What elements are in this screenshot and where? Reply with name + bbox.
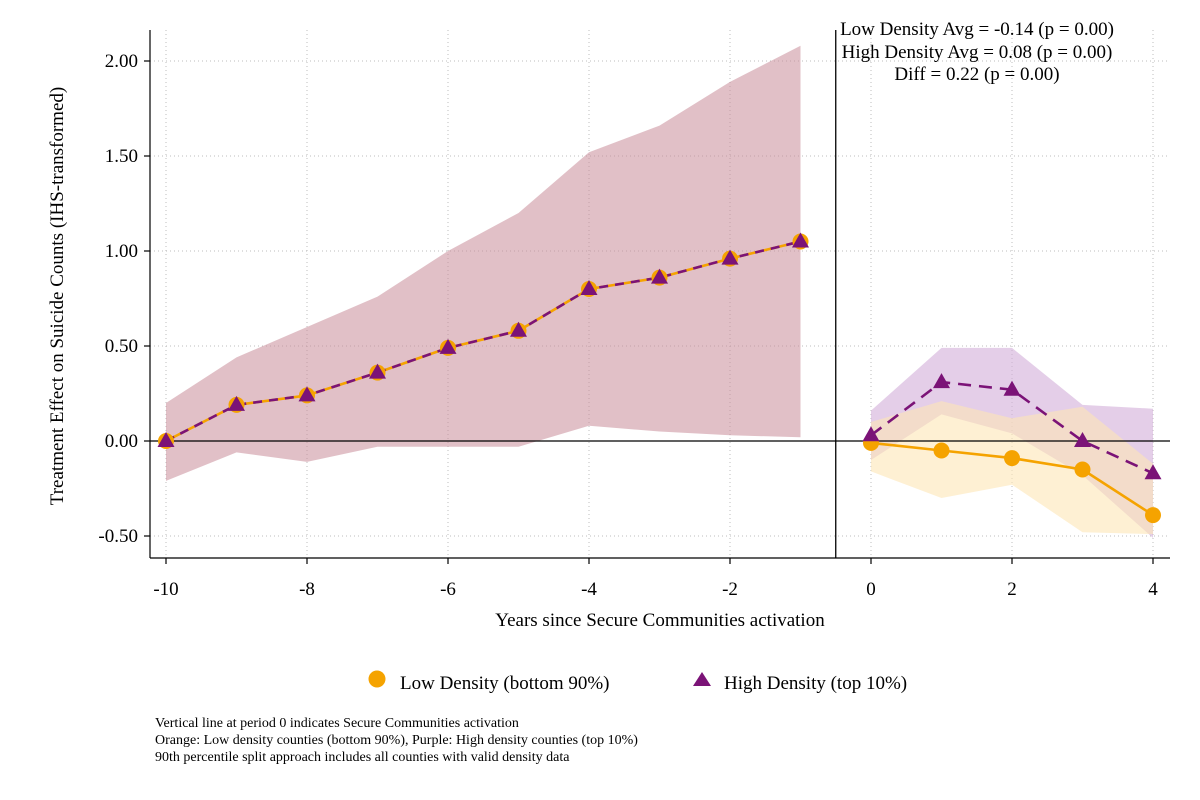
high-density-post-point [1003, 380, 1021, 396]
series-markers [157, 232, 1162, 524]
high-density-pre-point [580, 280, 598, 295]
x-tick-label: 0 [866, 579, 876, 600]
y-tick-label: 2.00 [105, 51, 138, 72]
high-density-pre-point [298, 386, 316, 402]
note-line-1: Vertical line at period 0 indicates Secu… [155, 716, 519, 731]
high-density-pre-point [510, 321, 527, 337]
annotation-high-density-avg: High Density Avg = 0.08 (p = 0.00) [842, 42, 1113, 63]
pre-period-ci-band [166, 45, 801, 481]
legend-high-density-marker [693, 672, 711, 686]
x-tick-label: -8 [299, 579, 315, 600]
x-tick-label: -6 [440, 579, 456, 600]
note-line-2: Orange: Low density counties (bottom 90%… [155, 733, 638, 748]
legend: Low Density (bottom 90%) High Density (t… [368, 670, 907, 694]
legend-high-density-label: High Density (top 10%) [724, 673, 907, 694]
y-tick-label: 1.50 [105, 146, 138, 167]
high-density-pre-point [228, 395, 245, 411]
x-tick-label: 4 [1148, 579, 1158, 600]
confidence-bands [166, 45, 1153, 538]
annotation-diff: Diff = 0.22 (p = 0.00) [894, 64, 1059, 85]
low-density-post-point [1074, 461, 1091, 478]
legend-low-density-label: Low Density (bottom 90%) [400, 673, 610, 694]
stats-annotation: Low Density Avg = -0.14 (p = 0.00) High … [840, 19, 1114, 85]
y-tick-label: 1.00 [105, 241, 138, 262]
high-density-pre-point [369, 363, 386, 379]
x-tick-label: -4 [581, 579, 597, 600]
high-density-post-point [1144, 464, 1162, 480]
y-axis-label: Treatment Effect on Suicide Counts (IHS-… [47, 87, 68, 505]
reference-lines [150, 30, 1170, 558]
high-density-pre-point [651, 268, 668, 284]
y-tick-label: -0.50 [98, 526, 138, 547]
low-density-post-point [1004, 450, 1020, 467]
high-density-pre-point [792, 232, 809, 248]
high-density-pre-point [157, 432, 175, 447]
legend-low-density-marker [368, 670, 386, 688]
note-line-3: 90th percentile split approach includes … [155, 750, 570, 765]
x-tick-label: -2 [722, 579, 738, 600]
low-density-post-point [933, 442, 950, 459]
x-tick-label: -10 [153, 579, 178, 600]
high-density-post-ci-band [871, 347, 1153, 538]
high-density-post-point [933, 373, 950, 389]
high-density-pre-line [165, 240, 801, 443]
x-tick-label: 2 [1007, 579, 1017, 600]
x-axis-label: Years since Secure Communities activatio… [495, 610, 825, 631]
high-density-post-point [1074, 432, 1091, 447]
y-tick-label: 0.50 [105, 336, 138, 357]
axes: -0.50 0.00 0.50 1.00 1.50 2.00 -10 -8 -6 -4 -2 0 2 4 [98, 30, 1170, 600]
high-density-pre-point [439, 338, 457, 354]
high-density-pre-point [721, 249, 739, 265]
annotation-low-density-avg: Low Density Avg = -0.14 (p = 0.00) [840, 19, 1114, 40]
y-tick-label: 0.00 [105, 431, 138, 452]
high-density-post-point [862, 426, 880, 442]
low-density-post-point [1145, 507, 1161, 524]
